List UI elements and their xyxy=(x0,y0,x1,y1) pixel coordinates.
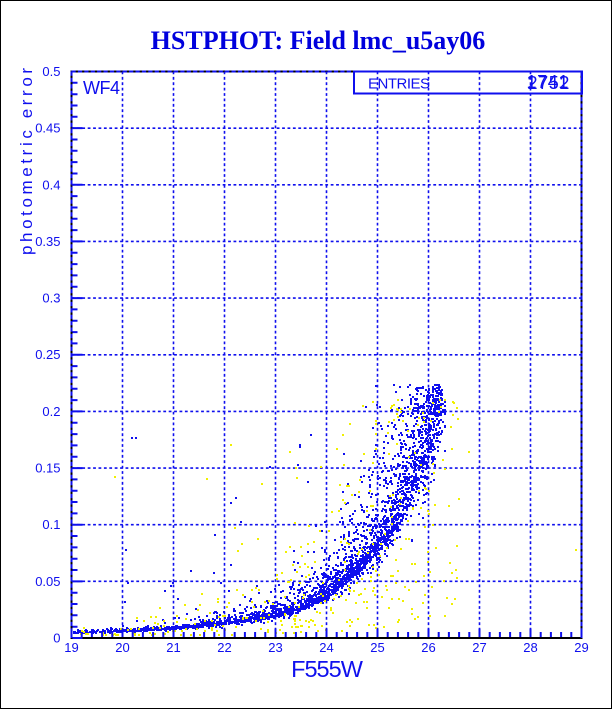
svg-text:0.05: 0.05 xyxy=(35,574,60,589)
svg-text:F555W: F555W xyxy=(291,656,364,682)
svg-text:photometric error: photometric error xyxy=(17,64,36,255)
svg-text:WF4: WF4 xyxy=(83,78,120,98)
svg-text:29: 29 xyxy=(574,640,588,655)
svg-text:0.35: 0.35 xyxy=(35,234,60,249)
svg-text:0.25: 0.25 xyxy=(35,347,60,362)
svg-text:0.4: 0.4 xyxy=(42,177,60,192)
svg-text:22: 22 xyxy=(217,640,231,655)
svg-text:0.45: 0.45 xyxy=(35,121,60,136)
svg-text:24: 24 xyxy=(319,640,333,655)
svg-text:25: 25 xyxy=(370,640,384,655)
svg-text:2752: 2752 xyxy=(528,73,570,93)
svg-text:28: 28 xyxy=(523,640,537,655)
svg-text:0.2: 0.2 xyxy=(42,404,60,419)
svg-text:23: 23 xyxy=(268,640,282,655)
svg-text:1741: 1741 xyxy=(527,72,569,92)
svg-text:19: 19 xyxy=(64,640,78,655)
svg-text:26: 26 xyxy=(421,640,435,655)
svg-text:0.3: 0.3 xyxy=(42,291,60,306)
svg-text:0.15: 0.15 xyxy=(35,461,60,476)
svg-text:21: 21 xyxy=(166,640,180,655)
svg-text:27: 27 xyxy=(472,640,486,655)
svg-text:20: 20 xyxy=(115,640,129,655)
svg-text:ENTRIES: ENTRIES xyxy=(368,76,430,93)
svg-text:0.5: 0.5 xyxy=(42,64,60,79)
svg-text:0.1: 0.1 xyxy=(42,517,60,532)
svg-text:HSTPHOT: Field lmc_u5ay06: HSTPHOT: Field lmc_u5ay06 xyxy=(151,26,486,55)
svg-text:0: 0 xyxy=(53,631,60,646)
